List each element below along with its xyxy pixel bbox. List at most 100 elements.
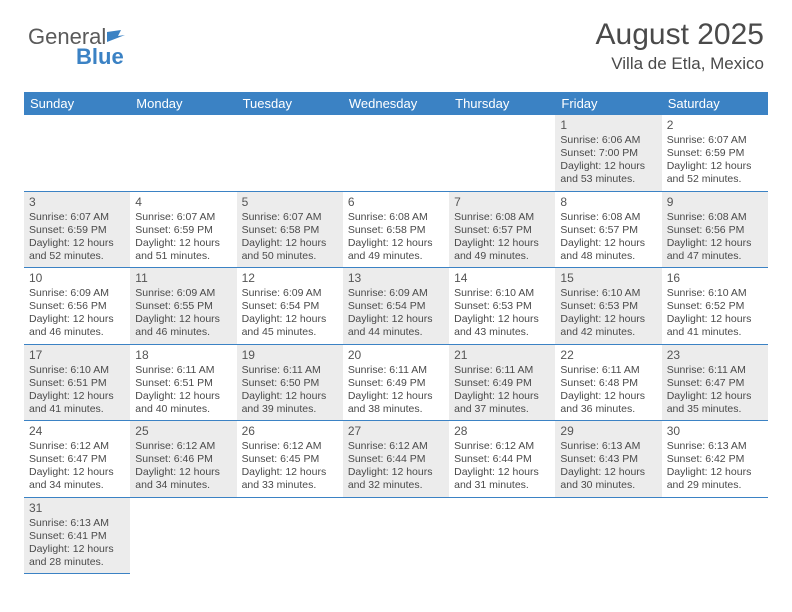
- sunset-text: Sunset: 6:44 PM: [454, 453, 550, 466]
- daylight-text: and 41 minutes.: [29, 403, 125, 416]
- week-row: 24Sunrise: 6:12 AMSunset: 6:47 PMDayligh…: [24, 421, 768, 498]
- day-cell: 12Sunrise: 6:09 AMSunset: 6:54 PMDayligh…: [237, 268, 343, 344]
- daylight-text: Daylight: 12 hours: [348, 313, 444, 326]
- day-cell: 21Sunrise: 6:11 AMSunset: 6:49 PMDayligh…: [449, 345, 555, 421]
- sunrise-text: Sunrise: 6:08 AM: [667, 211, 763, 224]
- week-row: 3Sunrise: 6:07 AMSunset: 6:59 PMDaylight…: [24, 192, 768, 269]
- day-number: 9: [667, 195, 763, 210]
- sunset-text: Sunset: 6:43 PM: [560, 453, 656, 466]
- daylight-text: Daylight: 12 hours: [454, 313, 550, 326]
- title-block: August 2025 Villa de Etla, Mexico: [28, 18, 764, 74]
- day-cell: 18Sunrise: 6:11 AMSunset: 6:51 PMDayligh…: [130, 345, 236, 421]
- daylight-text: Daylight: 12 hours: [454, 466, 550, 479]
- day-number: 5: [242, 195, 338, 210]
- sunset-text: Sunset: 7:00 PM: [560, 147, 656, 160]
- day-number: 11: [135, 271, 231, 286]
- day-cell: 8Sunrise: 6:08 AMSunset: 6:57 PMDaylight…: [555, 192, 661, 268]
- daylight-text: Daylight: 12 hours: [667, 466, 763, 479]
- sunrise-text: Sunrise: 6:13 AM: [29, 517, 125, 530]
- daylight-text: Daylight: 12 hours: [560, 313, 656, 326]
- day-number: 6: [348, 195, 444, 210]
- sunset-text: Sunset: 6:55 PM: [135, 300, 231, 313]
- sunset-text: Sunset: 6:59 PM: [667, 147, 763, 160]
- day-number: 3: [29, 195, 125, 210]
- sunset-text: Sunset: 6:54 PM: [242, 300, 338, 313]
- dow-cell: Saturday: [662, 92, 768, 115]
- daylight-text: Daylight: 12 hours: [348, 390, 444, 403]
- sunset-text: Sunset: 6:57 PM: [560, 224, 656, 237]
- daylight-text: and 47 minutes.: [667, 250, 763, 263]
- sunrise-text: Sunrise: 6:12 AM: [135, 440, 231, 453]
- sunrise-text: Sunrise: 6:12 AM: [29, 440, 125, 453]
- day-number: 15: [560, 271, 656, 286]
- sunrise-text: Sunrise: 6:10 AM: [29, 364, 125, 377]
- sunrise-text: Sunrise: 6:07 AM: [29, 211, 125, 224]
- sunrise-text: Sunrise: 6:10 AM: [560, 287, 656, 300]
- sunrise-text: Sunrise: 6:07 AM: [135, 211, 231, 224]
- sunset-text: Sunset: 6:45 PM: [242, 453, 338, 466]
- sunrise-text: Sunrise: 6:12 AM: [348, 440, 444, 453]
- daylight-text: and 32 minutes.: [348, 479, 444, 492]
- logo-text-blue: Blue: [76, 44, 124, 69]
- daylight-text: and 46 minutes.: [29, 326, 125, 339]
- sunrise-text: Sunrise: 6:11 AM: [560, 364, 656, 377]
- day-cell: 11Sunrise: 6:09 AMSunset: 6:55 PMDayligh…: [130, 268, 236, 344]
- sunset-text: Sunset: 6:42 PM: [667, 453, 763, 466]
- dow-cell: Tuesday: [237, 92, 343, 115]
- daylight-text: Daylight: 12 hours: [667, 313, 763, 326]
- sunrise-text: Sunrise: 6:13 AM: [667, 440, 763, 453]
- day-cell: 1Sunrise: 6:06 AMSunset: 7:00 PMDaylight…: [555, 115, 661, 191]
- sunrise-text: Sunrise: 6:10 AM: [667, 287, 763, 300]
- daylight-text: and 35 minutes.: [667, 403, 763, 416]
- daylight-text: and 41 minutes.: [667, 326, 763, 339]
- day-number: 13: [348, 271, 444, 286]
- daylight-text: and 53 minutes.: [560, 173, 656, 186]
- day-cell: 27Sunrise: 6:12 AMSunset: 6:44 PMDayligh…: [343, 421, 449, 497]
- day-cell: 26Sunrise: 6:12 AMSunset: 6:45 PMDayligh…: [237, 421, 343, 497]
- sunrise-text: Sunrise: 6:12 AM: [454, 440, 550, 453]
- sunrise-text: Sunrise: 6:12 AM: [242, 440, 338, 453]
- sunset-text: Sunset: 6:58 PM: [242, 224, 338, 237]
- day-number: 25: [135, 424, 231, 439]
- sunset-text: Sunset: 6:41 PM: [29, 530, 125, 543]
- dow-cell: Sunday: [24, 92, 130, 115]
- daylight-text: Daylight: 12 hours: [560, 390, 656, 403]
- daylight-text: and 31 minutes.: [454, 479, 550, 492]
- sunset-text: Sunset: 6:49 PM: [454, 377, 550, 390]
- day-cell: [662, 498, 768, 575]
- sunset-text: Sunset: 6:53 PM: [560, 300, 656, 313]
- sunset-text: Sunset: 6:57 PM: [454, 224, 550, 237]
- daylight-text: and 40 minutes.: [135, 403, 231, 416]
- day-cell: 5Sunrise: 6:07 AMSunset: 6:58 PMDaylight…: [237, 192, 343, 268]
- sunset-text: Sunset: 6:52 PM: [667, 300, 763, 313]
- sunrise-text: Sunrise: 6:09 AM: [29, 287, 125, 300]
- day-number: 7: [454, 195, 550, 210]
- day-cell: 24Sunrise: 6:12 AMSunset: 6:47 PMDayligh…: [24, 421, 130, 497]
- week-row: 10Sunrise: 6:09 AMSunset: 6:56 PMDayligh…: [24, 268, 768, 345]
- day-cell: [555, 498, 661, 575]
- week-row: 17Sunrise: 6:10 AMSunset: 6:51 PMDayligh…: [24, 345, 768, 422]
- day-cell: [237, 115, 343, 191]
- calendar: SundayMondayTuesdayWednesdayThursdayFrid…: [24, 92, 768, 574]
- daylight-text: and 44 minutes.: [348, 326, 444, 339]
- daylight-text: and 49 minutes.: [348, 250, 444, 263]
- daylight-text: and 34 minutes.: [135, 479, 231, 492]
- day-number: 23: [667, 348, 763, 363]
- sunrise-text: Sunrise: 6:11 AM: [135, 364, 231, 377]
- daylight-text: and 52 minutes.: [29, 250, 125, 263]
- daylight-text: Daylight: 12 hours: [135, 237, 231, 250]
- daylight-text: Daylight: 12 hours: [667, 237, 763, 250]
- daylight-text: and 28 minutes.: [29, 556, 125, 569]
- sunset-text: Sunset: 6:56 PM: [29, 300, 125, 313]
- daylight-text: and 52 minutes.: [667, 173, 763, 186]
- sunrise-text: Sunrise: 6:07 AM: [667, 134, 763, 147]
- sunset-text: Sunset: 6:56 PM: [667, 224, 763, 237]
- week-row: 31Sunrise: 6:13 AMSunset: 6:41 PMDayligh…: [24, 498, 768, 575]
- sunrise-text: Sunrise: 6:11 AM: [242, 364, 338, 377]
- daylight-text: and 38 minutes.: [348, 403, 444, 416]
- day-number: 19: [242, 348, 338, 363]
- daylight-text: Daylight: 12 hours: [29, 466, 125, 479]
- daylight-text: and 45 minutes.: [242, 326, 338, 339]
- daylight-text: and 39 minutes.: [242, 403, 338, 416]
- day-cell: 15Sunrise: 6:10 AMSunset: 6:53 PMDayligh…: [555, 268, 661, 344]
